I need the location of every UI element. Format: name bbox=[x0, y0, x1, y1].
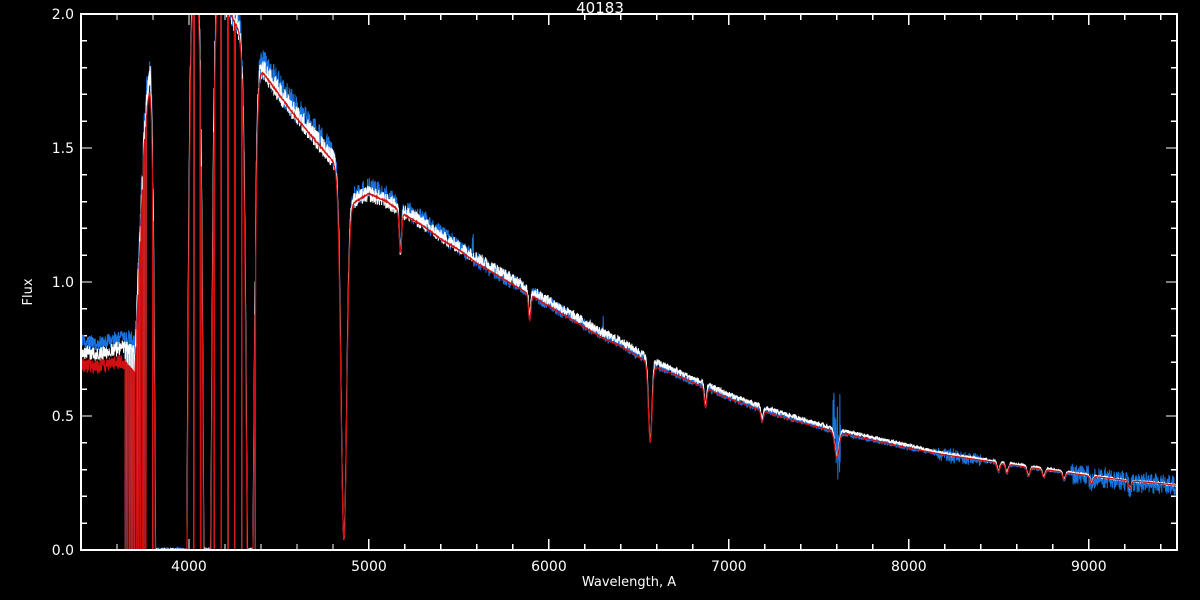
x-axis-title: Wavelength, A bbox=[582, 575, 676, 590]
x-tick-label: 8000 bbox=[891, 559, 927, 575]
y-axis-tick-labels: 0.0 0.5 1.0 1.5 2.0 bbox=[52, 7, 74, 559]
y-tick-label: 2.0 bbox=[52, 7, 74, 23]
y-axis-title: Flux bbox=[21, 278, 36, 305]
page-title: 40183 bbox=[576, 0, 624, 17]
x-tick-label: 4000 bbox=[171, 559, 207, 575]
y-tick-label: 0.0 bbox=[52, 543, 74, 559]
y-tick-label: 0.5 bbox=[52, 409, 74, 425]
y-tick-label: 1.0 bbox=[52, 275, 74, 291]
spectrum-series-group bbox=[81, 14, 1177, 550]
x-axis-tick-labels: 4000 5000 6000 7000 8000 9000 bbox=[171, 559, 1106, 575]
x-axis-ticks bbox=[80, 14, 1162, 550]
y-tick-label: 1.5 bbox=[52, 141, 74, 157]
x-tick-label: 7000 bbox=[711, 559, 747, 575]
series-model-red bbox=[81, 14, 1177, 550]
x-tick-label: 9000 bbox=[1071, 559, 1107, 575]
x-tick-label: 6000 bbox=[531, 559, 567, 575]
plot-frame bbox=[80, 13, 1178, 551]
x-tick-label: 5000 bbox=[351, 559, 387, 575]
